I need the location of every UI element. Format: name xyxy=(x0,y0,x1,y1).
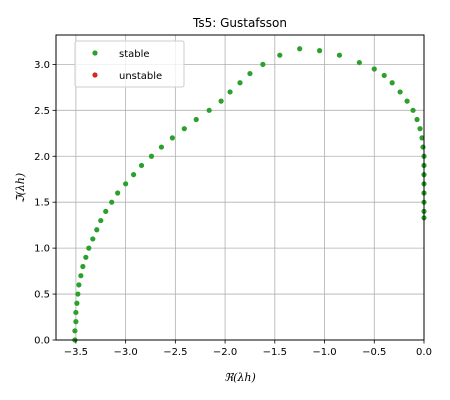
data-point-stable xyxy=(420,144,426,150)
y-tick-label: 2.0 xyxy=(34,152,50,163)
data-point-stable xyxy=(169,135,175,141)
x-tick-label: −2.5 xyxy=(163,347,187,358)
x-tick-label: −3.0 xyxy=(113,347,137,358)
data-point-stable xyxy=(218,98,224,104)
legend-marker-stable xyxy=(92,50,98,56)
data-point-stable xyxy=(371,66,377,72)
data-point-stable xyxy=(260,61,266,67)
data-point-stable xyxy=(247,70,253,77)
x-tick-label: −2.0 xyxy=(213,347,237,358)
data-point-stable xyxy=(297,46,303,52)
data-points xyxy=(72,46,427,343)
data-point-stable xyxy=(109,199,115,205)
y-tick-label: 0.0 xyxy=(34,336,50,347)
legend-label-unstable: unstable xyxy=(119,71,162,82)
y-axis-label: ℑ(λh) xyxy=(14,173,27,203)
data-point-stable xyxy=(73,309,79,316)
x-tick-label: −1.5 xyxy=(263,347,287,358)
x-tick-label: −1.0 xyxy=(312,347,336,358)
data-point-stable xyxy=(419,135,425,141)
data-point-stable xyxy=(98,217,104,224)
x-axis-label: ℜ(λh) xyxy=(224,371,256,384)
x-tick-label: −3.5 xyxy=(64,347,88,358)
data-point-stable xyxy=(86,245,92,251)
data-point-stable xyxy=(74,300,80,306)
chart-title: Ts5: Gustafsson xyxy=(192,16,287,30)
data-point-stable xyxy=(115,190,121,196)
data-point-stable xyxy=(336,52,343,58)
legend-marker-unstable xyxy=(92,72,98,78)
data-point-stable xyxy=(73,319,79,325)
data-point-stable xyxy=(397,89,403,95)
y-tick-label: 1.5 xyxy=(34,198,50,209)
data-point-stable xyxy=(410,107,416,113)
data-point-stable xyxy=(237,80,243,86)
data-point-stable xyxy=(75,291,81,297)
data-point-stable xyxy=(316,48,323,54)
x-tick-label: 0.0 xyxy=(416,347,432,358)
data-point-stable xyxy=(206,107,212,113)
data-point-stable xyxy=(123,181,129,187)
x-tick-label: −0.5 xyxy=(362,347,386,358)
axis-ticks: −3.5 −3.0 −2.5 −2.0 −1.5 −1.0 −0.5 0.0 0.0 0.5 1.0… xyxy=(34,60,432,358)
data-point-stable xyxy=(94,227,100,233)
data-point-stable xyxy=(404,98,410,104)
data-point-stable xyxy=(148,153,155,159)
data-point-stable xyxy=(90,236,96,242)
data-point-stable xyxy=(356,59,362,66)
data-point-stable xyxy=(80,263,86,270)
data-point-stable xyxy=(138,162,145,169)
data-point-stable xyxy=(193,116,199,123)
legend: stable unstable xyxy=(74,40,185,88)
data-point-stable xyxy=(158,144,165,150)
data-point-stable xyxy=(389,80,395,86)
y-tick-label: 0.5 xyxy=(34,290,50,301)
y-tick-label: 1.0 xyxy=(34,244,50,255)
data-point-stable xyxy=(414,116,420,123)
data-point-stable xyxy=(72,328,78,334)
data-point-stable xyxy=(76,282,82,288)
data-point-stable xyxy=(83,254,89,260)
legend-label-stable: stable xyxy=(119,49,150,60)
data-point-stable xyxy=(381,72,387,79)
data-point-stable xyxy=(78,273,84,279)
grid xyxy=(56,35,425,341)
y-tick-label: 2.5 xyxy=(34,106,50,117)
legend-box xyxy=(74,40,185,88)
plot-frame xyxy=(55,34,425,341)
data-point-stable xyxy=(130,172,137,178)
data-point-stable xyxy=(181,126,187,132)
data-point-stable xyxy=(277,52,283,58)
data-point-stable xyxy=(417,126,423,132)
data-point-stable xyxy=(103,208,109,214)
y-tick-label: 3.0 xyxy=(34,60,50,71)
data-point-stable xyxy=(227,89,233,95)
